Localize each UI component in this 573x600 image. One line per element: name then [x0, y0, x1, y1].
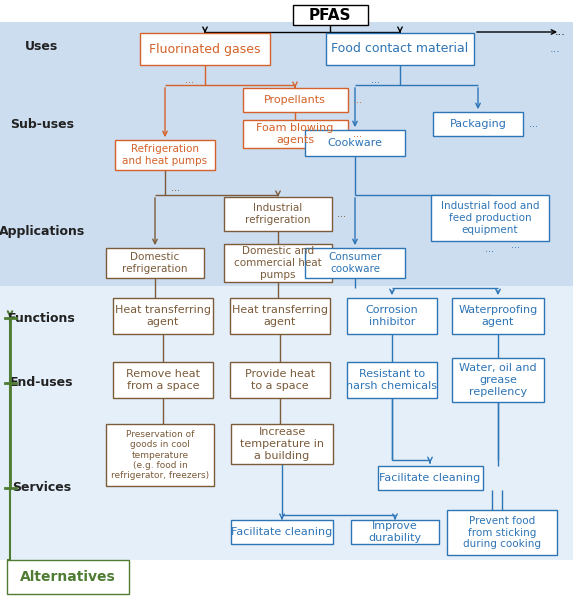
FancyBboxPatch shape [115, 140, 215, 170]
Text: Services: Services [13, 481, 72, 494]
Text: Refrigeration
and heat pumps: Refrigeration and heat pumps [123, 144, 207, 166]
Text: Increase
temperature in
a building: Increase temperature in a building [240, 427, 324, 461]
Bar [0, 415, 573, 560]
Text: ...: ... [555, 27, 566, 37]
Text: ...: ... [550, 44, 560, 54]
Text: ...: ... [371, 75, 379, 85]
Text: Fluorinated gases: Fluorinated gases [149, 43, 261, 55]
Bar [0, 350, 573, 415]
FancyBboxPatch shape [7, 560, 129, 594]
Text: PFAS: PFAS [309, 7, 351, 22]
Text: Functions: Functions [8, 311, 76, 325]
Text: Remove heat
from a space: Remove heat from a space [126, 369, 200, 391]
FancyBboxPatch shape [106, 424, 214, 486]
FancyBboxPatch shape [351, 520, 439, 544]
Text: Applications: Applications [0, 226, 85, 238]
FancyBboxPatch shape [305, 130, 405, 156]
Text: Prevent food
from sticking
during cooking: Prevent food from sticking during cookin… [463, 516, 541, 549]
Text: Resistant to
harsh chemicals: Resistant to harsh chemicals [347, 369, 438, 391]
FancyBboxPatch shape [224, 244, 332, 282]
Text: Consumer
cookware: Consumer cookware [328, 252, 382, 274]
Text: Heat transferring
agent: Heat transferring agent [232, 305, 328, 327]
Text: Waterproofing
agent: Waterproofing agent [458, 305, 537, 327]
Bar [0, 286, 573, 350]
Text: ...: ... [528, 119, 537, 129]
Text: ...: ... [353, 129, 362, 139]
Text: Uses: Uses [25, 40, 58, 53]
FancyBboxPatch shape [224, 197, 332, 231]
Text: Industrial food and
feed production
equipment: Industrial food and feed production equi… [441, 202, 539, 235]
Text: ...: ... [353, 95, 362, 105]
Text: Alternatives: Alternatives [20, 570, 116, 584]
FancyBboxPatch shape [447, 510, 557, 555]
Text: Propellants: Propellants [264, 95, 326, 105]
Text: Domestic
refrigeration: Domestic refrigeration [122, 252, 188, 274]
Text: Facilitate cleaning: Facilitate cleaning [379, 473, 481, 483]
FancyBboxPatch shape [431, 195, 549, 241]
FancyBboxPatch shape [113, 298, 213, 334]
Text: Foam blowing
agents: Foam blowing agents [256, 123, 333, 145]
Text: ...: ... [511, 240, 520, 250]
FancyBboxPatch shape [231, 520, 333, 544]
Text: Sub-uses: Sub-uses [10, 118, 74, 131]
FancyBboxPatch shape [347, 298, 437, 334]
Text: ...: ... [485, 244, 494, 254]
Text: Facilitate cleaning: Facilitate cleaning [231, 527, 332, 537]
Text: End-uses: End-uses [10, 376, 74, 389]
Text: ...: ... [171, 183, 179, 193]
Text: Industrial
refrigeration: Industrial refrigeration [245, 203, 311, 225]
FancyBboxPatch shape [347, 362, 437, 398]
Bar [0, 22, 573, 72]
FancyBboxPatch shape [433, 112, 523, 136]
Text: Preservation of
goods in cool
temperature
(e.g. food in
refrigerator, freezers): Preservation of goods in cool temperatur… [111, 430, 209, 480]
Text: ...: ... [337, 209, 347, 219]
FancyBboxPatch shape [242, 120, 347, 148]
Text: Improve
durability: Improve durability [368, 521, 422, 543]
FancyBboxPatch shape [452, 358, 544, 402]
Bar [0, 178, 573, 286]
Text: Water, oil and
grease
repellency: Water, oil and grease repellency [459, 364, 537, 397]
Text: Corrosion
inhibitor: Corrosion inhibitor [366, 305, 418, 327]
Text: Heat transferring
agent: Heat transferring agent [115, 305, 211, 327]
Text: Domestic and
commercial heat
pumps: Domestic and commercial heat pumps [234, 247, 322, 280]
FancyBboxPatch shape [305, 248, 405, 278]
Bar [0, 72, 573, 178]
Text: Provide heat
to a space: Provide heat to a space [245, 369, 315, 391]
Text: ...: ... [186, 75, 194, 85]
FancyBboxPatch shape [230, 298, 330, 334]
FancyBboxPatch shape [231, 424, 333, 464]
Text: Packaging: Packaging [450, 119, 507, 129]
FancyBboxPatch shape [230, 362, 330, 398]
FancyBboxPatch shape [452, 298, 544, 334]
FancyBboxPatch shape [113, 362, 213, 398]
FancyBboxPatch shape [106, 248, 204, 278]
FancyBboxPatch shape [242, 88, 347, 112]
FancyBboxPatch shape [292, 5, 367, 25]
Text: Cookware: Cookware [328, 138, 383, 148]
FancyBboxPatch shape [378, 466, 482, 490]
FancyBboxPatch shape [326, 33, 474, 65]
Text: Food contact material: Food contact material [331, 43, 469, 55]
FancyBboxPatch shape [140, 33, 270, 65]
